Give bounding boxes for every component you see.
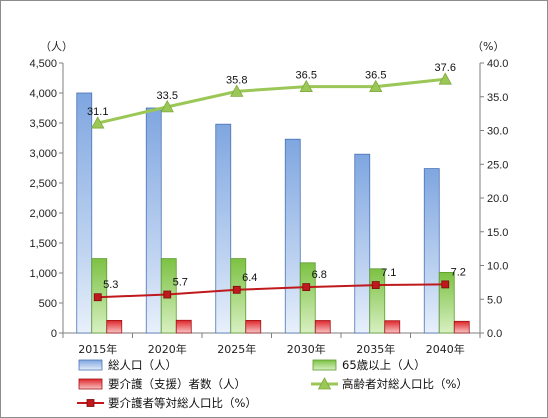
bar-series-1: [215, 123, 232, 334]
data-label: 6.8: [312, 269, 327, 281]
line-point-square: [163, 290, 172, 299]
left-tick-label: 2,500: [29, 178, 57, 190]
left-tick-label: 2,000: [29, 208, 57, 220]
bar-series-2: [230, 258, 247, 334]
line-series-2: [97, 283, 446, 299]
legend-swatch: [78, 359, 103, 371]
line-point-square: [232, 285, 241, 294]
line-point-triangle: [230, 84, 244, 97]
bar-series-2: [299, 262, 316, 334]
bar-series-3: [314, 320, 331, 334]
left-tick-label: 3,000: [29, 148, 57, 160]
bar-series-1: [284, 138, 301, 334]
legend-swatch: [78, 378, 103, 390]
line-point-square: [441, 280, 450, 289]
right-tick-label: 20.0: [487, 193, 508, 205]
line-series-1: [97, 77, 446, 125]
x-tick-label: 2015年: [78, 342, 117, 356]
data-label: 35.8: [226, 74, 247, 86]
x-tick-label: 2040年: [426, 342, 465, 356]
data-label: 7.1: [381, 267, 396, 279]
right-tick-label: 15.0: [487, 227, 508, 239]
legend-label: 65歳以上（人）: [342, 358, 426, 372]
legend-label: 総人口（人）: [108, 358, 177, 372]
line-point-square: [93, 293, 102, 302]
line-point-triangle: [369, 79, 383, 93]
right-tick-label: 10.0: [487, 261, 508, 273]
line-point-triangle: [91, 116, 105, 129]
data-label: 36.5: [296, 70, 317, 82]
right-tick-label: 40.0: [487, 58, 508, 70]
legend-label: 要介護（支援）者数（人）: [108, 377, 246, 391]
line-point-square: [302, 283, 311, 292]
left-tick-label: 1,000: [29, 268, 57, 280]
line-point-square: [371, 281, 380, 289]
line-point-triangle: [299, 79, 313, 93]
legend-label: 要介護者等対総人口比（%）: [108, 396, 257, 410]
bar-series-3: [106, 319, 123, 334]
bar-series-1: [423, 168, 440, 334]
legend-marker: [86, 399, 95, 407]
left-axis-unit: （人）: [40, 40, 73, 53]
left-tick-label: 500: [39, 298, 57, 310]
bar-series-3: [384, 320, 401, 334]
legend-swatch: [312, 359, 337, 371]
x-tick-label: 2035年: [356, 342, 395, 356]
right-axis-unit: （%）: [472, 40, 504, 53]
legend-marker: [317, 377, 332, 390]
right-tick-label: 25.0: [487, 159, 508, 171]
bar-series-1: [145, 107, 162, 334]
right-tick-label: 30.0: [487, 126, 508, 138]
left-tick-label: 4,000: [29, 88, 57, 100]
data-label: 7.2: [451, 266, 466, 278]
left-tick-label: 1,500: [29, 238, 57, 250]
data-label: 37.6: [435, 62, 456, 74]
left-tick-label: 4,500: [29, 58, 57, 70]
data-label: 36.5: [365, 70, 386, 82]
left-tick-label: 0: [51, 328, 57, 340]
x-tick-label: 2020年: [148, 342, 187, 356]
bar-series-3: [175, 319, 192, 334]
line-point-triangle: [438, 72, 452, 85]
right-tick-label: 35.0: [487, 92, 508, 104]
data-label: 5.7: [173, 277, 188, 289]
data-label: 6.4: [242, 272, 257, 284]
data-label: 33.5: [157, 90, 178, 102]
x-tick-label: 2030年: [287, 342, 326, 356]
data-label: 31.1: [87, 106, 108, 118]
x-tick-label: 2025年: [217, 342, 256, 356]
bar-series-3: [245, 319, 262, 334]
data-label: 5.3: [103, 279, 118, 291]
left-tick-label: 3,500: [29, 118, 57, 130]
bar-series-1: [354, 153, 371, 334]
bar-series-3: [453, 320, 470, 334]
bar-series-1: [76, 92, 93, 334]
right-tick-label: 5.0: [487, 294, 502, 306]
line-point-triangle: [160, 100, 174, 113]
legend-label: 高齢者対総人口比（%）: [342, 377, 468, 391]
right-tick-label: 0.0: [487, 328, 502, 340]
